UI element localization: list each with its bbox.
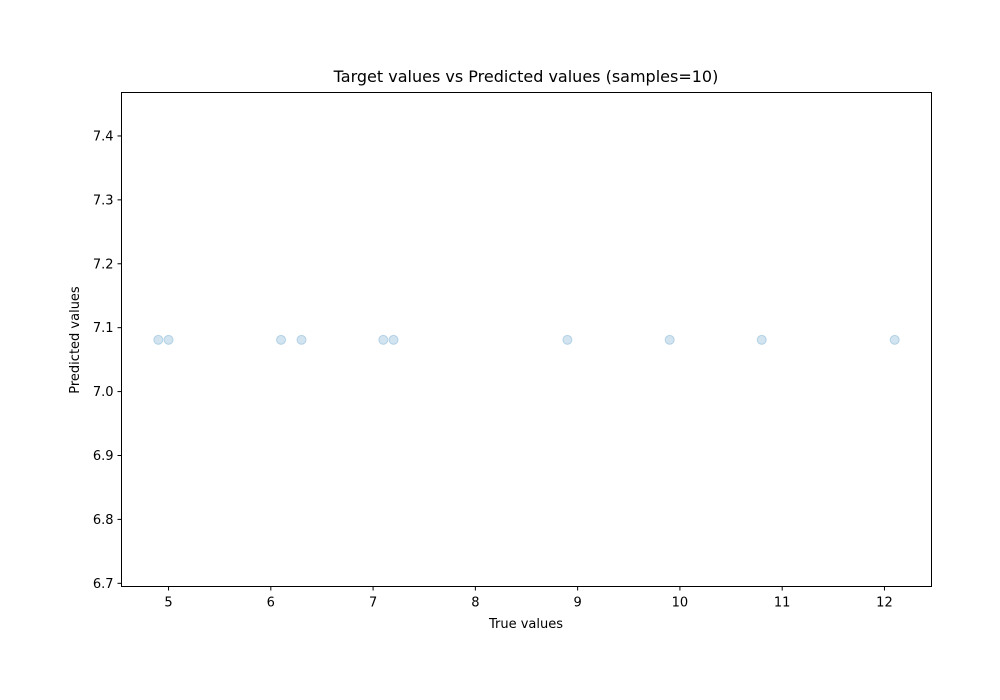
- y-tick-label: 7.4: [93, 129, 114, 144]
- x-tick-label: 5: [164, 596, 172, 611]
- data-point: [889, 334, 900, 345]
- x-tick-label: 12: [876, 596, 893, 611]
- y-axis-label: Predicted values: [68, 286, 83, 394]
- data-point: [388, 334, 399, 345]
- x-tick-label: 10: [672, 596, 689, 611]
- y-tick-label: 7.1: [93, 321, 114, 336]
- y-tick-label: 7.2: [93, 257, 114, 272]
- data-points: [153, 334, 900, 345]
- data-point: [153, 334, 164, 345]
- data-point: [378, 334, 389, 345]
- data-point: [296, 334, 307, 345]
- x-tick-label: 7: [369, 596, 377, 611]
- x-axis: 5 6 7 8 9 10 11 12: [164, 586, 893, 611]
- y-axis: 6.7 6.8 6.9 7.0 7.1 7.2 7.3 7.4: [93, 129, 122, 592]
- data-point: [163, 334, 174, 345]
- plot-area-frame: [121, 92, 932, 587]
- data-point: [664, 334, 675, 345]
- y-tick-label: 7.0: [93, 385, 114, 400]
- x-tick-label: 9: [573, 596, 581, 611]
- x-tick-label: 11: [774, 596, 791, 611]
- y-tick-label: 6.7: [93, 577, 114, 592]
- y-tick-label: 7.3: [93, 193, 114, 208]
- x-axis-label: True values: [488, 617, 563, 632]
- data-point: [756, 334, 767, 345]
- y-tick-label: 6.9: [93, 449, 114, 464]
- data-point: [562, 334, 573, 345]
- data-point: [276, 334, 287, 345]
- y-tick-label: 6.8: [93, 513, 114, 528]
- chart-title: Target values vs Predicted values (sampl…: [333, 67, 719, 86]
- x-tick-label: 8: [471, 596, 479, 611]
- x-tick-label: 6: [267, 596, 275, 611]
